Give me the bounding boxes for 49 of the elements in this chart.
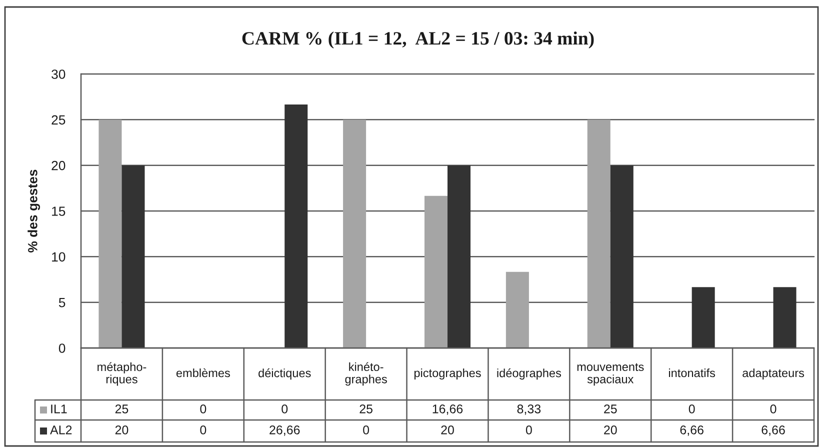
x-tick-label: déictiques — [258, 368, 311, 380]
y-tick-label: 10 — [52, 252, 66, 262]
data-label: 0 — [526, 426, 532, 434]
y-tick-label: 0 — [58, 344, 66, 353]
data-label: 6,66 — [680, 426, 704, 436]
data-label: 0 — [770, 404, 776, 414]
data-label: 25 — [115, 404, 128, 414]
data-label: 26,66 — [270, 426, 300, 436]
data-label: 20 — [604, 426, 617, 434]
y-tick-label: 5 — [58, 298, 66, 308]
chart-title: CARM % (IL1 = 12, AL2 = 15 / 03: 34 min) — [242, 32, 594, 48]
y-axis-title: % des gestes — [28, 170, 40, 252]
data-label: 0 — [200, 404, 206, 414]
x-tick-label: pictographes — [414, 368, 481, 380]
bar — [424, 196, 448, 348]
y-tick-label: 15 — [52, 206, 66, 216]
bar — [284, 104, 308, 348]
x-tick-label: adaptateurs — [742, 368, 804, 380]
x-tick-label: idéographes — [497, 368, 562, 380]
data-label: 20 — [115, 426, 128, 434]
x-tick-label: mouvements spaciaux — [577, 363, 644, 386]
legend-label: AL2 — [50, 426, 72, 434]
data-label: 6,66 — [762, 426, 785, 436]
x-tick-label: métapho- riques — [98, 362, 146, 386]
data-label: 25 — [360, 404, 372, 414]
bar — [773, 287, 796, 348]
legend-label: IL1 — [51, 404, 67, 414]
x-tick-label: kinéto- graphes — [345, 362, 387, 386]
data-label: 0 — [282, 404, 288, 414]
data-label: 0 — [200, 426, 206, 434]
data-label: 25 — [604, 404, 617, 414]
x-tick-label: intonatifs — [669, 368, 716, 378]
y-tick-label: 25 — [52, 115, 66, 125]
data-label: 0 — [363, 426, 370, 434]
bar — [587, 120, 610, 348]
x-tick-label: emblèmes — [176, 368, 230, 378]
data-label: 8,33 — [517, 404, 541, 415]
bar — [448, 165, 471, 348]
data-label: 20 — [441, 426, 454, 434]
y-tick-label: 20 — [52, 160, 66, 170]
bar — [98, 120, 122, 348]
bar — [122, 165, 145, 348]
data-label: 16,66 — [432, 404, 463, 415]
bar — [506, 272, 529, 348]
bar — [343, 120, 366, 348]
data-label: 0 — [688, 404, 695, 414]
y-tick-label: 30 — [52, 70, 66, 79]
bar — [610, 165, 634, 348]
bar — [692, 287, 715, 348]
